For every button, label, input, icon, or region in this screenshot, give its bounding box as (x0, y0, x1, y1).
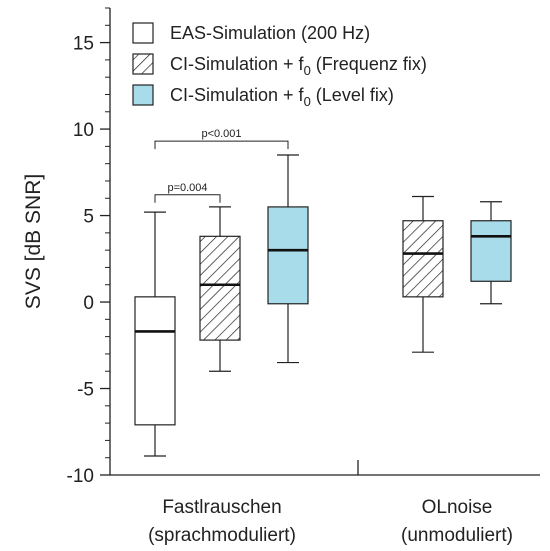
y-tick-label: 0 (83, 293, 94, 314)
legend-label: CI-Simulation + f0 (Level fix) (170, 85, 394, 109)
labels: Fastlrauschen (sprachmoduliert) OLnoise (un… (148, 497, 513, 546)
legend: EAS-Simulation (200 Hz) CI-Simulation + f… (132, 22, 427, 109)
legend-swatch (132, 53, 154, 75)
p-value-label: p=0.004 (167, 182, 207, 194)
axes: -10 -5 0 5 10 15 SVS [dB SNR] (22, 7, 540, 487)
annotations: p=0.004 p<0.001 (154, 128, 289, 203)
box (470, 220, 512, 282)
legend-swatch (132, 84, 154, 106)
group-label-line2: (sprachmoduliert) (148, 525, 296, 546)
group-label-line1: Fastlrauschen (162, 497, 281, 518)
legend-label: EAS-Simulation (200 Hz) (170, 23, 370, 43)
p-value-label: p<0.001 (201, 128, 241, 140)
y-tick-label: 10 (73, 120, 94, 141)
box (402, 220, 444, 298)
box (199, 235, 241, 341)
y-tick-label: -10 (67, 466, 94, 487)
legend-swatch (132, 22, 154, 44)
y-axis-title: SVS [dB SNR] (22, 174, 45, 309)
y-tick-label: 15 (73, 34, 94, 55)
legend-label: CI-Simulation + f0 (Frequenz fix) (170, 54, 427, 78)
group-label-line1: OLnoise (422, 497, 493, 518)
box (134, 296, 176, 426)
group-label-line2: (unmoduliert) (401, 525, 513, 546)
box (267, 206, 309, 305)
boxes (134, 154, 512, 457)
significance-bracket (154, 194, 221, 203)
significance-bracket (154, 140, 289, 150)
y-tick-label: 5 (83, 207, 94, 228)
y-tick-label: -5 (77, 380, 94, 401)
